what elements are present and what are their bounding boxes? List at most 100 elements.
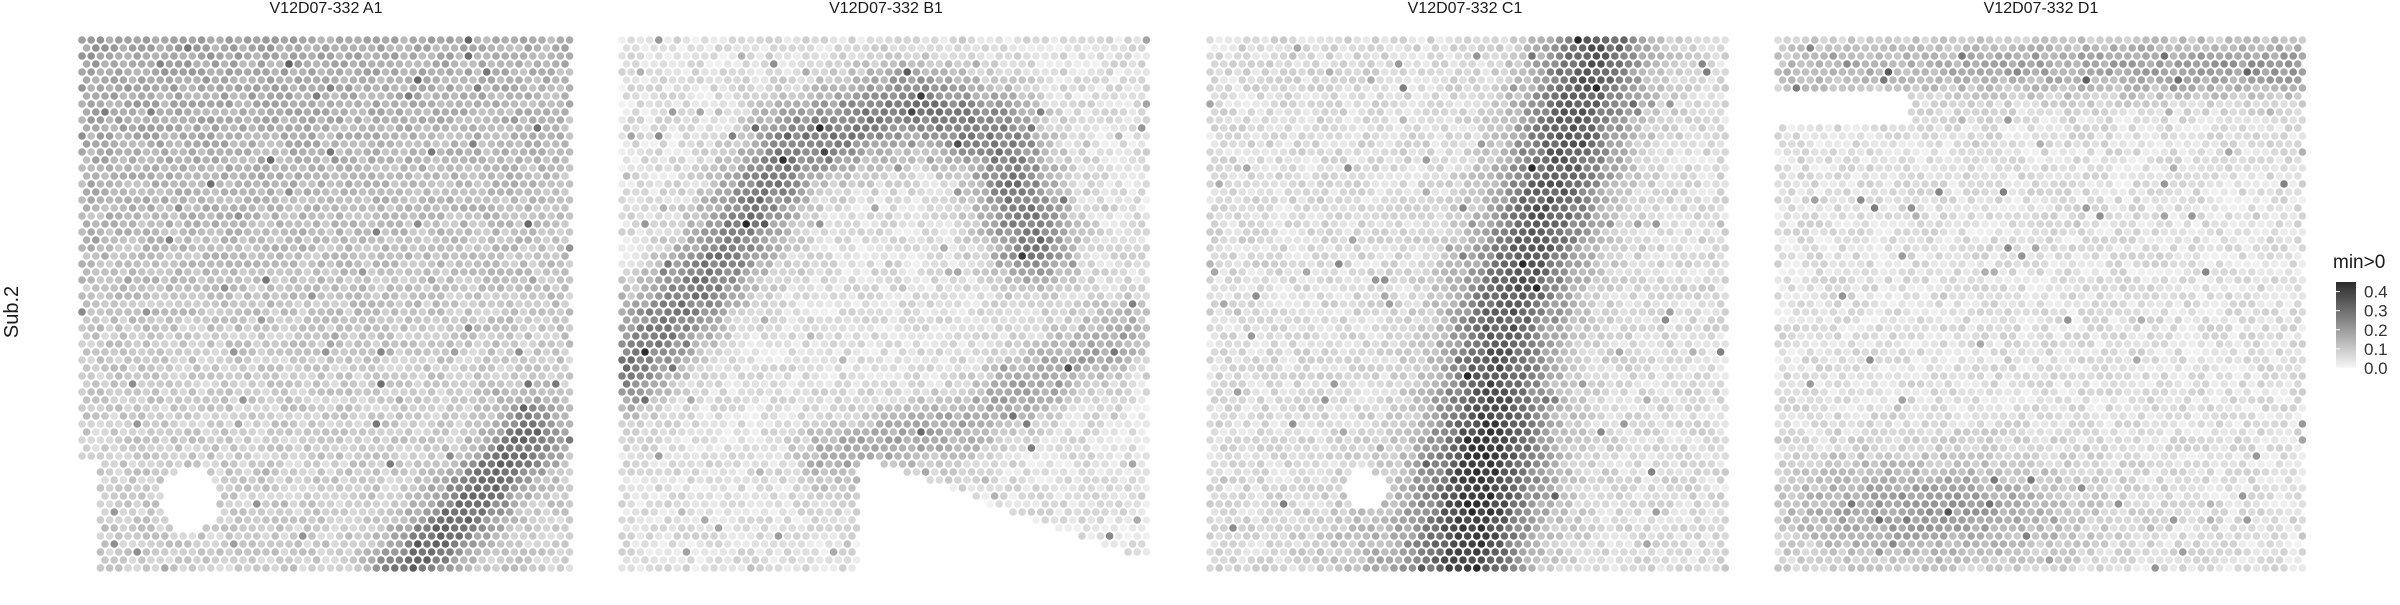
spot xyxy=(377,172,385,180)
spot xyxy=(358,76,367,84)
spot xyxy=(455,500,464,508)
spot xyxy=(519,36,528,44)
spot xyxy=(386,188,395,196)
spot xyxy=(312,156,321,164)
spot xyxy=(151,436,160,444)
spot xyxy=(802,180,810,188)
spot xyxy=(156,508,164,516)
spot xyxy=(829,196,838,204)
spot xyxy=(788,44,796,52)
spot xyxy=(944,188,953,196)
spot xyxy=(340,236,349,244)
spot xyxy=(368,364,376,372)
spot xyxy=(1059,100,1068,108)
spot xyxy=(386,412,395,420)
spot xyxy=(252,468,261,476)
spot xyxy=(806,60,815,68)
spot xyxy=(926,60,934,68)
spot xyxy=(552,108,560,116)
spot xyxy=(220,108,229,116)
spot xyxy=(1101,188,1109,196)
spot xyxy=(940,196,948,204)
spot xyxy=(266,172,275,180)
spot xyxy=(802,68,810,76)
spot xyxy=(506,188,514,196)
spot xyxy=(912,164,921,172)
spot xyxy=(645,116,654,124)
spot xyxy=(515,284,523,292)
spot xyxy=(460,460,468,468)
spot xyxy=(641,204,649,212)
spot xyxy=(82,252,91,260)
spot xyxy=(312,492,321,500)
spot xyxy=(843,220,852,228)
spot xyxy=(110,428,118,436)
spot xyxy=(234,52,243,60)
spot xyxy=(170,36,178,44)
spot xyxy=(1069,84,1077,92)
row-label-sub2: Sub.2 xyxy=(1,286,23,338)
spot xyxy=(105,500,114,508)
spot xyxy=(460,524,468,532)
spot xyxy=(565,532,574,540)
spot xyxy=(441,108,450,116)
spot xyxy=(174,412,183,420)
spot xyxy=(1133,228,1141,236)
spot xyxy=(322,556,330,564)
spot xyxy=(170,132,178,140)
spot xyxy=(354,132,362,140)
spot xyxy=(561,188,569,196)
spot xyxy=(954,156,962,164)
spot xyxy=(115,228,123,236)
spot xyxy=(138,428,146,436)
spot xyxy=(124,340,132,348)
spot xyxy=(276,412,284,420)
spot xyxy=(395,508,404,516)
spot xyxy=(487,92,496,100)
spot xyxy=(862,76,870,84)
spot xyxy=(524,540,532,548)
spot xyxy=(391,84,399,92)
spot xyxy=(524,460,532,468)
spot xyxy=(770,60,778,68)
spot xyxy=(565,164,574,172)
spot xyxy=(377,140,385,148)
spot xyxy=(889,140,898,148)
spot xyxy=(1115,180,1123,188)
spot xyxy=(618,36,626,44)
spot xyxy=(524,508,532,516)
spot xyxy=(710,196,718,204)
spot xyxy=(184,300,192,308)
spot xyxy=(473,36,482,44)
spot xyxy=(473,132,482,140)
spot xyxy=(556,468,565,476)
spot xyxy=(524,188,532,196)
spot xyxy=(510,276,519,284)
spot xyxy=(627,212,635,220)
spot xyxy=(441,540,450,548)
spot xyxy=(391,532,399,540)
spot xyxy=(756,84,764,92)
spot xyxy=(464,100,473,108)
spot xyxy=(78,196,86,204)
spot xyxy=(400,452,408,460)
spot xyxy=(340,284,349,292)
spot xyxy=(1064,44,1072,52)
spot xyxy=(958,212,967,220)
spot xyxy=(326,356,335,364)
spot xyxy=(811,116,819,124)
spot xyxy=(354,276,362,284)
spot xyxy=(207,100,215,108)
spot xyxy=(188,52,197,60)
spot xyxy=(834,220,842,228)
spot xyxy=(1069,100,1077,108)
spot xyxy=(188,420,197,428)
spot xyxy=(101,508,109,516)
spot xyxy=(248,460,256,468)
spot xyxy=(935,188,944,196)
spot xyxy=(524,140,532,148)
spot xyxy=(1064,220,1072,228)
spot xyxy=(335,212,344,220)
spot xyxy=(806,108,815,116)
spot xyxy=(678,188,686,196)
